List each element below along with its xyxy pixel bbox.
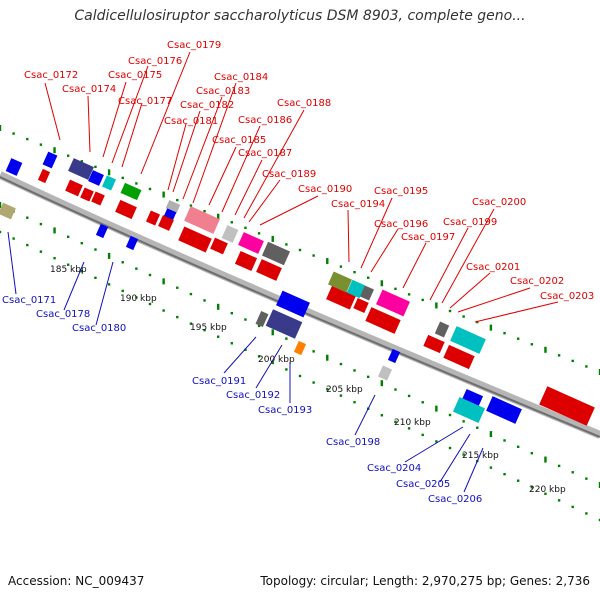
gene-label[interactable]: Csac_0190 <box>298 184 352 195</box>
gene-label[interactable]: Csac_0172 <box>24 70 78 81</box>
gene-label[interactable]: Csac_0205 <box>396 479 450 490</box>
ruler-tick-label: 195 kbp <box>190 323 227 333</box>
tick-dots <box>0 125 600 522</box>
ruler-tick-label: 205 kbp <box>326 385 363 395</box>
ruler-tick-label: 190 kbp <box>120 294 157 304</box>
ruler-tick-label: 200 kbp <box>258 355 295 365</box>
gene-features <box>0 151 595 426</box>
gene-label[interactable]: Csac_0176 <box>128 56 182 67</box>
gene-label[interactable]: Csac_0174 <box>62 84 116 95</box>
gene-label[interactable]: Csac_0204 <box>367 463 421 474</box>
map-title: Caldicellulosiruptor saccharolyticus DSM… <box>74 8 526 24</box>
gene-label[interactable]: Csac_0195 <box>374 186 428 197</box>
gene-label[interactable]: Csac_0187 <box>238 148 292 159</box>
accession-text: Accession: NC_009437 <box>8 574 145 588</box>
gene-label[interactable]: Csac_0184 <box>214 72 268 83</box>
gene-label[interactable]: Csac_0192 <box>226 390 280 401</box>
gene-label[interactable]: Csac_0206 <box>428 494 482 505</box>
reverse-gene-labels: Csac_0171 Csac_0178 Csac_0180 Csac_0191 Csac… <box>2 295 482 505</box>
ruler-tick-label: 185 kbp <box>50 265 87 275</box>
gene-label[interactable]: Csac_0179 <box>167 40 221 51</box>
gene-label[interactable]: Csac_0186 <box>238 115 292 126</box>
gene-label[interactable]: Csac_0180 <box>72 323 126 334</box>
gene-label[interactable]: Csac_0202 <box>510 276 564 287</box>
gene-label[interactable]: Csac_0183 <box>196 86 250 97</box>
gene-label[interactable]: Csac_0177 <box>118 96 172 107</box>
gene-label[interactable]: Csac_0171 <box>2 295 56 306</box>
topology-text: Topology: circular; Length: 2,970,275 bp… <box>260 574 590 588</box>
gene-label[interactable]: Csac_0198 <box>326 437 380 448</box>
gene-label[interactable]: Csac_0189 <box>262 169 316 180</box>
gene-label[interactable]: Csac_0188 <box>277 98 331 109</box>
gene-label[interactable]: Csac_0178 <box>36 309 90 320</box>
gene-label[interactable]: Csac_0196 <box>374 219 428 230</box>
gene-label[interactable]: Csac_0199 <box>443 217 497 228</box>
gene-label[interactable]: Csac_0182 <box>180 100 234 111</box>
ruler-tick-label: 210 kbp <box>394 418 431 428</box>
ruler-tick-labels: 185 kbp 190 kbp 195 kbp 200 kbp 205 kbp 210 k… <box>50 265 566 495</box>
gene-label[interactable]: Csac_0203 <box>540 291 594 302</box>
ruler-tick-label: 215 kbp <box>462 451 499 461</box>
gene-label[interactable]: Csac_0200 <box>472 197 526 208</box>
gene-label[interactable]: Csac_0197 <box>401 232 455 243</box>
ruler-tick-label: 220 kbp <box>529 485 566 495</box>
label-leader-lines <box>7 51 559 493</box>
gene-label[interactable]: Csac_0181 <box>164 116 218 127</box>
forward-gene-labels: Csac_0172 Csac_0174 Csac_0175 Csac_0176 Csac… <box>24 40 594 302</box>
gene-label[interactable]: Csac_0185 <box>212 135 266 146</box>
gene-label[interactable]: Csac_0175 <box>108 70 162 81</box>
gene-label[interactable]: Csac_0191 <box>192 376 246 387</box>
gene-label[interactable]: Csac_0201 <box>466 262 520 273</box>
gene-label[interactable]: Csac_0194 <box>331 199 385 210</box>
gene-label[interactable]: Csac_0193 <box>258 405 312 416</box>
